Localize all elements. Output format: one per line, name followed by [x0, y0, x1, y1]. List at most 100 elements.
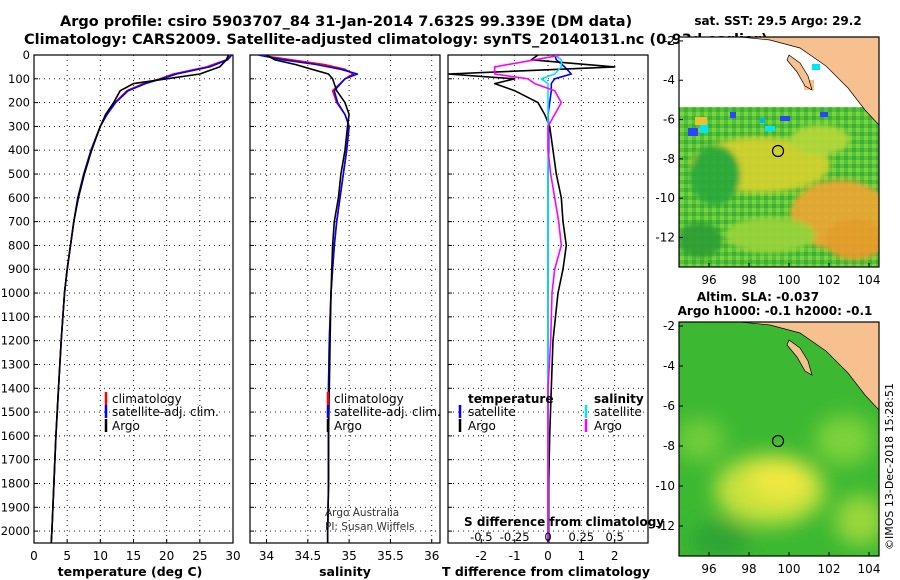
legend-s-argo-label: Argo	[594, 419, 622, 433]
map-y-tick-label: -8	[663, 152, 675, 166]
temperature-diff-xlabel: T difference from climatology	[442, 564, 650, 579]
depth-tick-label: 600	[8, 191, 30, 205]
depth-tick-label: 1700	[1, 453, 30, 467]
legend-t-satellite-label: satellite	[468, 405, 516, 419]
depth-tick-label: 100	[8, 72, 30, 86]
map-y-tick-label: -10	[655, 191, 675, 205]
x-tick-label: -2	[475, 549, 487, 563]
salinity-diff-tick-label: -0.5	[470, 530, 492, 544]
difference-series	[448, 55, 616, 543]
legend-climatology-label: climatology	[112, 392, 182, 406]
sla-map-subtitle: Argo h1000: -0.1 h2000: -0.1	[678, 304, 873, 318]
series-line-argo	[50, 55, 230, 543]
x-tick-label: 36	[424, 549, 439, 563]
map-x-tick-label: 98	[741, 562, 756, 576]
legend-s-satellite-label: satellite	[594, 405, 642, 419]
sst-map: sat. SST: 29.5 Argo: 29.2	[655, 14, 880, 287]
figure-title: Argo profile: csiro 5903707_84 31-Jan-20…	[60, 14, 632, 30]
legend-argo-label: Argo	[334, 419, 362, 433]
x-tick-label: 34	[259, 549, 274, 563]
salinity-panel: 34 34.5 35 35.5 36 salinity climatology sate…	[249, 54, 441, 579]
depth-tick-label: 700	[8, 215, 30, 229]
depth-tick-label: 500	[8, 167, 30, 181]
map-y-tick-label: -6	[663, 113, 675, 127]
depth-tick-label: 400	[8, 143, 30, 157]
temperature-legend: climatology satellite-adj. clim. Argo	[104, 392, 219, 433]
temperature-plot-frame	[33, 54, 234, 544]
legend-temperature-title: temperature	[468, 392, 553, 406]
series-line-s-argo	[493, 55, 563, 543]
map-y-tick-label: -8	[663, 439, 675, 453]
depth-tick-label: 1200	[1, 334, 30, 348]
depth-tick-label: 2000	[1, 524, 30, 538]
series-line-t-argo	[448, 55, 616, 543]
x-tick-label: 1	[578, 549, 586, 563]
salinity-diff-x-ticks: -0.5 -0.25 0 0.25 0.5	[470, 530, 624, 544]
depth-tick-label: 1900	[1, 500, 30, 514]
salinity-diff-tick-label: 0.25	[569, 530, 595, 544]
depth-tick-label: 1500	[1, 405, 30, 419]
depth-tick-label: 200	[8, 96, 30, 110]
legend-argo-label: Argo	[112, 419, 140, 433]
difference-panel: -2 -1 0 1 2 S difference from climatology -0…	[442, 54, 664, 579]
salinity-diff-tick-label: -0.25	[500, 530, 530, 544]
x-tick-label: 20	[159, 549, 174, 563]
annotation-argo-australia: Argo Australia	[325, 507, 399, 519]
sla-map-frame	[678, 321, 880, 557]
depth-tick-label: 1100	[1, 310, 30, 324]
x-tick-label: 2	[611, 549, 619, 563]
salinity-legend: climatology satellite-adj. clim. Argo	[326, 392, 441, 433]
figure-subtitle: Climatology: CARS2009. Satellite-adjuste…	[24, 32, 768, 48]
temperature-series	[50, 55, 233, 543]
map-y-tick-label: -4	[663, 73, 675, 87]
mentawai-islands	[786, 54, 813, 91]
temperature-grid	[33, 54, 234, 543]
mentawai-islands	[786, 339, 813, 376]
map-y-tick-label: -4	[663, 359, 675, 373]
x-tick-label: 30	[225, 549, 240, 563]
salinity-xlabel: salinity	[319, 564, 371, 579]
map-y-tick-label: -10	[655, 479, 675, 493]
x-tick-label: 35	[341, 549, 356, 563]
legend-satellite-label: satellite-adj. clim.	[112, 405, 219, 419]
depth-tick-label: 300	[8, 119, 30, 133]
sumatra-land	[739, 322, 879, 411]
sst-map-frame	[678, 36, 880, 268]
map-x-tick-label: 104	[858, 273, 881, 287]
argo-position-marker	[771, 434, 785, 448]
x-tick-label: 10	[93, 549, 108, 563]
x-tick-label: 0	[30, 549, 38, 563]
map-x-tick-label: 98	[741, 273, 756, 287]
sst-map-ticks: 96 98 100 102 104 -2 -4 -6 -8 -10 -12	[655, 34, 880, 287]
depth-tick-label: 0	[23, 48, 30, 62]
map-y-tick-label: -12	[655, 231, 675, 245]
temperature-panel: 0 5 10 15 20 25 30 temperature (deg C) climato…	[30, 54, 241, 579]
legend-t-argo-label: Argo	[468, 419, 496, 433]
map-x-tick-label: 102	[818, 562, 841, 576]
depth-axis-labels: 0 100 200 300 400 500 600 700 800 900 1000 1100 1200…	[1, 48, 30, 538]
sst-map-title: sat. SST: 29.5 Argo: 29.2	[694, 14, 861, 28]
map-y-tick-label: -2	[663, 319, 675, 333]
difference-x-ticks: -2 -1 0 1 2	[475, 539, 618, 563]
map-y-tick-label: -12	[655, 519, 675, 533]
map-y-tick-label: -2	[663, 34, 675, 48]
x-tick-label: 0	[544, 549, 552, 563]
salinity-diff-tick-label: 0.5	[606, 530, 624, 544]
legend-salinity-title: salinity	[594, 392, 644, 406]
x-tick-label: 25	[192, 549, 207, 563]
depth-tick-label: 1300	[1, 357, 30, 371]
argo-position-marker	[771, 144, 785, 158]
sumatra-land	[739, 37, 879, 126]
depth-tick-label: 800	[8, 238, 30, 252]
x-tick-label: 35.5	[377, 549, 404, 563]
depth-tick-label: 900	[8, 262, 30, 276]
x-tick-label: -1	[509, 549, 521, 563]
map-x-tick-label: 96	[701, 273, 716, 287]
salinity-diff-axis-title: S difference from climatology	[464, 515, 664, 529]
depth-tick-label: 1000	[1, 286, 30, 300]
depth-tick-label: 1800	[1, 476, 30, 490]
legend-climatology-label: climatology	[334, 392, 404, 406]
map-x-tick-label: 104	[858, 562, 881, 576]
sla-map-ticks: 96 98 100 102 104 -2 -4 -6 -8 -10 -12	[655, 319, 880, 576]
imos-credit: ©IMOS 13-Dec-2018 15:28:51	[883, 383, 896, 550]
